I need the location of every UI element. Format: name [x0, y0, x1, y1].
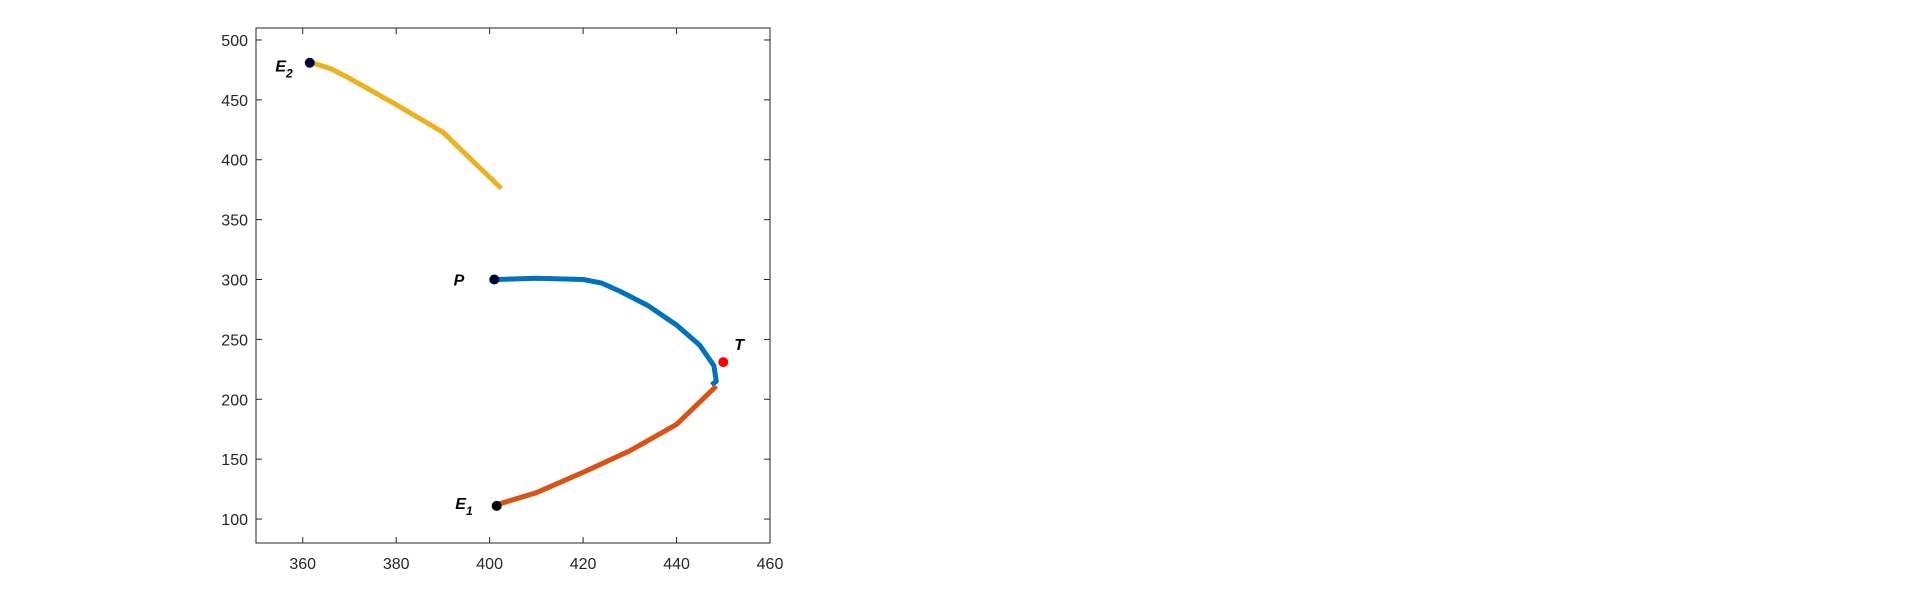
plot-area [256, 28, 770, 543]
point-label-p: P [454, 273, 465, 290]
axes-box [255, 27, 771, 544]
y-tick-label: 400 [221, 153, 248, 170]
x-tick-label: 420 [570, 556, 597, 573]
point-marker-p [489, 274, 500, 285]
marker-layer: P E1 E2 T [275, 57, 745, 518]
point-label-e2: E2 [275, 59, 293, 81]
point-marker-t [718, 357, 729, 368]
y-tick-label: 450 [221, 93, 248, 110]
axes: 360 380 400 420 440 460 100 150 200 250 300 350 400 4… [221, 28, 783, 573]
series-line-2 [495, 384, 719, 508]
y-tick-label: 150 [221, 452, 248, 469]
point-marker-e1 [491, 500, 502, 511]
x-tick-label: 460 [757, 556, 784, 573]
x-tick-label: 360 [289, 556, 316, 573]
series-layer [311, 60, 719, 508]
y-tick-label: 500 [221, 33, 248, 50]
x-tick-label: 440 [663, 556, 690, 573]
point-marker-e2 [304, 57, 315, 68]
point-label-t: T [734, 337, 745, 354]
x-tick-label: 400 [476, 556, 503, 573]
x-tick-label: 380 [383, 556, 410, 573]
y-tick-label: 250 [221, 332, 248, 349]
y-tick-label: 350 [221, 213, 248, 230]
y-tick-label: 200 [221, 392, 248, 409]
series-line-3 [311, 60, 504, 191]
series-line-1 [494, 275, 719, 387]
y-tick-label: 300 [221, 273, 248, 290]
point-label-e1: E1 [455, 496, 473, 518]
y-tick-label: 100 [221, 512, 248, 529]
